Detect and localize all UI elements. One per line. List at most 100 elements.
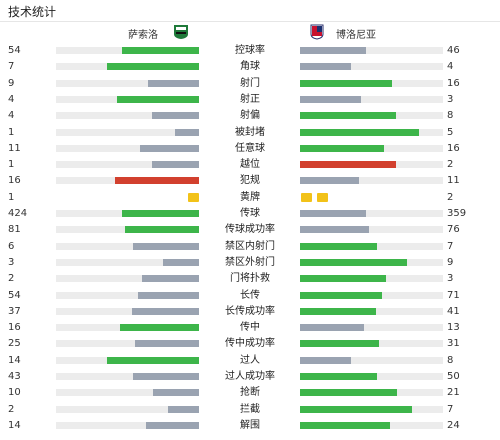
stat-right-bar <box>300 275 386 283</box>
stat-right-track <box>300 389 443 397</box>
stat-left-bar <box>107 356 199 364</box>
stat-right-value: 21 <box>447 387 460 399</box>
stat-left-bar <box>117 95 199 103</box>
stat-left-value: 9 <box>8 77 15 89</box>
stat-right-track <box>300 258 443 266</box>
stat-row: 43 过人成功率 50 <box>0 369 500 385</box>
stat-left-track <box>56 161 199 169</box>
stat-left-value: 7 <box>8 61 15 73</box>
stat-right-bar <box>300 291 382 299</box>
stat-right-track <box>300 63 443 71</box>
stat-left-track <box>56 63 199 71</box>
stat-left-value: 54 <box>8 289 21 301</box>
stat-left-value: 3 <box>8 256 15 268</box>
stat-right-bar <box>300 177 359 185</box>
stat-left-bar <box>138 291 199 299</box>
stat-right-value: 46 <box>447 45 460 56</box>
stat-right-track <box>300 226 443 234</box>
stat-label: 禁区外射门 <box>225 256 275 268</box>
stat-right-bar <box>300 324 364 332</box>
stat-left-value: 4 <box>8 93 15 105</box>
stat-label: 越位 <box>240 159 260 171</box>
stat-left-value: 4 <box>8 110 15 122</box>
stat-left-bar <box>168 405 199 413</box>
yellow-card-icon <box>301 192 312 202</box>
stat-label: 过人 <box>240 354 260 366</box>
stat-right-track <box>300 112 443 120</box>
stat-row: 1 越位 2 <box>0 157 500 173</box>
stat-right-track <box>300 373 443 380</box>
stat-left-bar <box>107 63 199 71</box>
yellow-card-icon <box>188 192 199 202</box>
stat-left-track <box>56 307 199 315</box>
stat-left-track <box>56 112 199 120</box>
stat-left-value: 14 <box>8 419 21 431</box>
stat-left-value: 1 <box>8 159 15 171</box>
stat-right-bar <box>300 161 396 169</box>
stat-left-bar <box>132 307 199 315</box>
stat-right-track <box>300 275 443 283</box>
stat-left-bar <box>140 144 199 152</box>
stat-right-track <box>300 307 443 315</box>
stat-left-value: 81 <box>8 224 21 236</box>
stat-row: 4 射正 3 <box>0 92 500 108</box>
stat-row: 9 射门 16 <box>0 76 500 92</box>
stat-right-bar <box>300 47 366 54</box>
stat-right-value: 16 <box>447 77 460 89</box>
stat-left-track <box>56 389 199 397</box>
stat-left-value: 424 <box>8 208 28 219</box>
stat-right-track <box>300 324 443 332</box>
stat-row: 6 禁区内射门 7 <box>0 239 500 255</box>
stat-row: 37 长传成功率 41 <box>0 304 500 320</box>
stat-right-bar <box>300 389 397 397</box>
stat-row: 10 抢断 21 <box>0 385 500 401</box>
stat-left-track <box>56 340 199 348</box>
stat-left-value: 43 <box>8 371 21 382</box>
stat-label: 解围 <box>240 419 260 431</box>
stat-left-value: 6 <box>8 240 15 252</box>
stat-label: 传中成功率 <box>225 338 275 350</box>
stat-row: 2 拦截 7 <box>0 402 500 418</box>
stat-left-value: 1 <box>8 191 15 203</box>
stat-label: 被封堵 <box>235 126 265 138</box>
yellow-card-icon <box>317 192 328 202</box>
stat-left-value: 25 <box>8 338 21 350</box>
stat-right-track <box>300 95 443 103</box>
stat-label: 长传成功率 <box>225 305 275 317</box>
stat-right-track <box>300 177 443 185</box>
stat-left-track <box>56 291 199 299</box>
stat-label: 黄牌 <box>240 191 260 203</box>
stat-label: 射偏 <box>240 110 260 122</box>
stat-right-value: 8 <box>447 110 454 122</box>
stat-right-bar <box>300 95 361 103</box>
stat-row: 14 过人 8 <box>0 353 500 369</box>
stats-header: 技术统计 <box>0 0 500 22</box>
stat-left-bar <box>122 47 199 54</box>
stat-left-value: 11 <box>8 142 21 154</box>
stat-left-bar <box>175 128 199 136</box>
stat-right-track <box>300 47 443 54</box>
stat-row: 424 传球 359 <box>0 206 500 222</box>
stat-label: 射正 <box>240 93 260 105</box>
stat-left-bar <box>152 161 199 169</box>
stat-left-track <box>56 275 199 283</box>
stat-right-bar <box>300 373 377 380</box>
stat-left-track <box>56 177 199 185</box>
stat-right-value: 9 <box>447 256 454 268</box>
stat-label: 拦截 <box>240 403 260 415</box>
stat-label: 控球率 <box>235 45 265 56</box>
stat-label: 门将扑救 <box>230 273 270 285</box>
stat-left-track <box>56 47 199 54</box>
stat-right-value: 76 <box>447 224 460 236</box>
stat-left-bar <box>133 373 199 380</box>
stat-right-value: 2 <box>447 191 454 203</box>
stat-left-track <box>56 421 199 429</box>
stat-left-bar <box>152 112 199 120</box>
stat-right-bar <box>300 356 351 364</box>
stat-right-track <box>300 421 443 429</box>
stat-row: 14 解围 24 <box>0 418 500 434</box>
stat-left-bar <box>142 275 199 283</box>
stat-left-bar <box>146 421 199 429</box>
stat-right-value: 8 <box>447 354 454 366</box>
stat-right-bar <box>300 258 407 266</box>
